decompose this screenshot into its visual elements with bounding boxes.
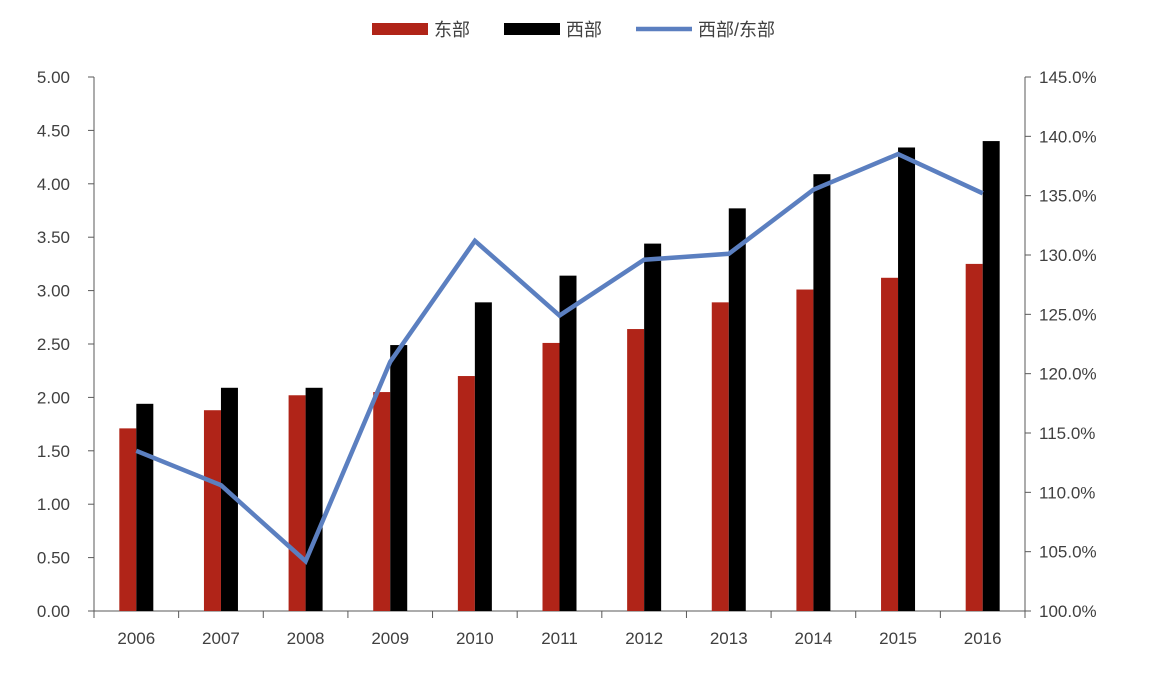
bar-west-2016 [983, 141, 1000, 611]
left-axis-tick-label: 3.00 [37, 282, 70, 301]
legend-label-east: 东部 [434, 20, 470, 40]
x-axis-tick-label: 2010 [456, 629, 494, 648]
x-axis-tick-label: 2009 [371, 629, 409, 648]
legend-label-west: 西部 [566, 20, 602, 40]
x-axis-tick-label: 2013 [710, 629, 748, 648]
right-axis-tick-label: 125.0% [1039, 305, 1097, 324]
left-axis-tick-label: 1.50 [37, 442, 70, 461]
bar-west-2013 [729, 208, 746, 611]
bar-east-2007 [204, 410, 221, 611]
x-axis-tick-label: 2006 [117, 629, 155, 648]
bar-west-2014 [813, 174, 830, 611]
right-axis-tick-label: 105.0% [1039, 543, 1097, 562]
bar-east-2014 [796, 290, 813, 611]
left-axis-tick-label: 4.50 [37, 121, 70, 140]
left-axis-tick-label: 0.00 [37, 602, 70, 621]
left-axis-tick-label: 5.00 [37, 68, 70, 87]
x-axis-tick-label: 2012 [625, 629, 663, 648]
right-axis-tick-label: 145.0% [1039, 68, 1097, 87]
bar-east-2015 [881, 278, 898, 611]
x-axis-tick-label: 2016 [964, 629, 1002, 648]
bar-west-2008 [306, 388, 323, 611]
legend-swatch-east [372, 23, 428, 35]
x-axis-tick-label: 2008 [287, 629, 325, 648]
x-axis-tick-label: 2015 [879, 629, 917, 648]
bar-east-2016 [966, 264, 983, 611]
left-axis-tick-label: 0.50 [37, 549, 70, 568]
bar-east-2012 [627, 329, 644, 611]
bar-east-2006 [119, 428, 136, 611]
x-axis-tick-label: 2007 [202, 629, 240, 648]
bar-west-2006 [136, 404, 153, 611]
bar-east-2013 [712, 302, 729, 611]
right-axis-tick-label: 140.0% [1039, 127, 1097, 146]
legend-label-ratio: 西部/东部 [698, 20, 775, 40]
legend-swatch-west [504, 23, 560, 35]
left-axis-tick-label: 2.50 [37, 335, 70, 354]
left-axis-tick-label: 4.00 [37, 175, 70, 194]
bar-west-2015 [898, 147, 915, 611]
x-axis-tick-label: 2014 [794, 629, 832, 648]
bar-east-2010 [458, 376, 475, 611]
bar-east-2008 [289, 395, 306, 611]
left-axis-tick-label: 2.00 [37, 388, 70, 407]
bar-west-2009 [390, 345, 407, 611]
left-axis-tick-label: 3.50 [37, 228, 70, 247]
right-axis-tick-label: 135.0% [1039, 187, 1097, 206]
bar-west-2012 [644, 244, 661, 611]
bar-east-2011 [543, 343, 560, 611]
right-axis-tick-label: 115.0% [1039, 424, 1095, 443]
right-axis-tick-label: 100.0% [1039, 602, 1097, 621]
x-axis-tick-label: 2011 [541, 629, 578, 648]
bar-west-2011 [560, 276, 577, 611]
right-axis-tick-label: 130.0% [1039, 246, 1097, 265]
right-axis-tick-label: 120.0% [1039, 365, 1097, 384]
left-axis-tick-label: 1.00 [37, 495, 70, 514]
bar-west-2010 [475, 302, 492, 611]
bar-east-2009 [373, 392, 390, 611]
right-axis-tick-label: 110.0% [1039, 483, 1095, 502]
